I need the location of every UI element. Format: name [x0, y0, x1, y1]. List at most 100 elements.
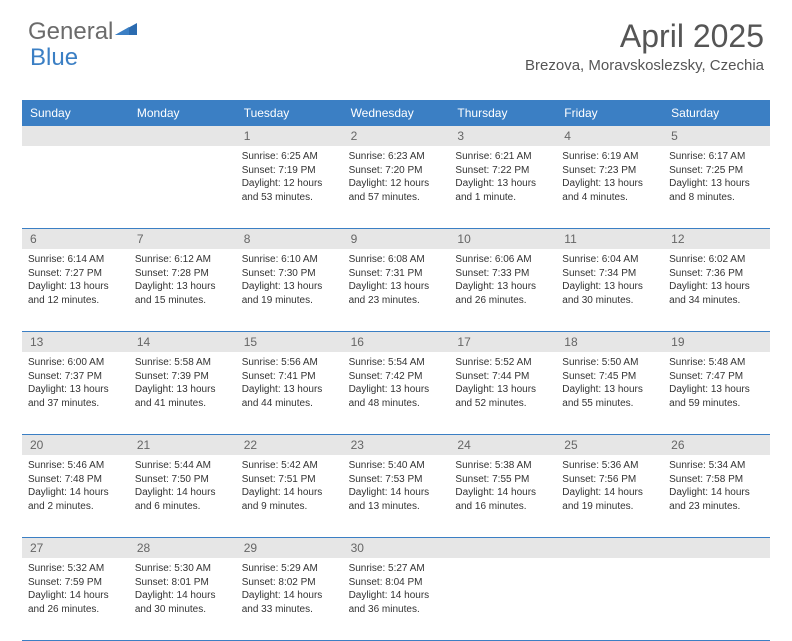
daylight-text: Daylight: 12 hours and 53 minutes. — [242, 177, 337, 204]
title-block: April 2025 Brezova, Moravskoslezsky, Cze… — [525, 18, 764, 74]
day-cell: Sunrise: 6:06 AMSunset: 7:33 PMDaylight:… — [449, 249, 556, 331]
day-number: 29 — [236, 538, 343, 558]
sunset-text: Sunset: 7:59 PM — [28, 576, 123, 590]
daylight-text: Daylight: 14 hours and 23 minutes. — [669, 486, 764, 513]
day-number-row: 13141516171819 — [22, 332, 770, 352]
day-number: 13 — [22, 332, 129, 352]
day-number: 27 — [22, 538, 129, 558]
day-cell: Sunrise: 5:46 AMSunset: 7:48 PMDaylight:… — [22, 455, 129, 537]
day-cell — [22, 146, 129, 228]
sunset-text: Sunset: 7:48 PM — [28, 473, 123, 487]
day-number-row: 27282930 — [22, 538, 770, 558]
sunrise-text: Sunrise: 5:30 AM — [135, 562, 230, 576]
daylight-text: Daylight: 13 hours and 12 minutes. — [28, 280, 123, 307]
logo-text-2: Blue — [30, 44, 78, 72]
week-body: Sunrise: 6:25 AMSunset: 7:19 PMDaylight:… — [22, 146, 770, 228]
day-cell: Sunrise: 5:42 AMSunset: 7:51 PMDaylight:… — [236, 455, 343, 537]
day-number: 30 — [343, 538, 450, 558]
day-cell — [556, 558, 663, 640]
day-cell: Sunrise: 6:25 AMSunset: 7:19 PMDaylight:… — [236, 146, 343, 228]
logo-text-1: General — [28, 18, 113, 46]
day-cell: Sunrise: 6:08 AMSunset: 7:31 PMDaylight:… — [343, 249, 450, 331]
weekday-header: Wednesday — [343, 100, 450, 126]
day-number: 18 — [556, 332, 663, 352]
day-number: 9 — [343, 229, 450, 249]
sunrise-text: Sunrise: 6:21 AM — [455, 150, 550, 164]
sunrise-text: Sunrise: 6:02 AM — [669, 253, 764, 267]
calendar: Sunday Monday Tuesday Wednesday Thursday… — [0, 100, 792, 641]
sunrise-text: Sunrise: 5:42 AM — [242, 459, 337, 473]
day-number: 14 — [129, 332, 236, 352]
weekday-header: Saturday — [663, 100, 770, 126]
daylight-text: Daylight: 13 hours and 26 minutes. — [455, 280, 550, 307]
daylight-text: Daylight: 13 hours and 30 minutes. — [562, 280, 657, 307]
day-cell: Sunrise: 5:54 AMSunset: 7:42 PMDaylight:… — [343, 352, 450, 434]
day-number: 15 — [236, 332, 343, 352]
day-cell: Sunrise: 6:12 AMSunset: 7:28 PMDaylight:… — [129, 249, 236, 331]
sunset-text: Sunset: 7:34 PM — [562, 267, 657, 281]
sunset-text: Sunset: 7:20 PM — [349, 164, 444, 178]
daylight-text: Daylight: 13 hours and 48 minutes. — [349, 383, 444, 410]
sunset-text: Sunset: 7:33 PM — [455, 267, 550, 281]
week-body: Sunrise: 6:14 AMSunset: 7:27 PMDaylight:… — [22, 249, 770, 331]
daylight-text: Daylight: 13 hours and 34 minutes. — [669, 280, 764, 307]
sunset-text: Sunset: 8:01 PM — [135, 576, 230, 590]
daylight-text: Daylight: 12 hours and 57 minutes. — [349, 177, 444, 204]
daylight-text: Daylight: 13 hours and 1 minute. — [455, 177, 550, 204]
day-number — [22, 126, 129, 146]
sunrise-text: Sunrise: 6:08 AM — [349, 253, 444, 267]
day-cell: Sunrise: 5:40 AMSunset: 7:53 PMDaylight:… — [343, 455, 450, 537]
sunrise-text: Sunrise: 5:54 AM — [349, 356, 444, 370]
day-number: 3 — [449, 126, 556, 146]
weeks-container: 12345Sunrise: 6:25 AMSunset: 7:19 PMDayl… — [22, 126, 770, 641]
day-cell — [129, 146, 236, 228]
day-number: 1 — [236, 126, 343, 146]
sunrise-text: Sunrise: 5:52 AM — [455, 356, 550, 370]
sunset-text: Sunset: 7:51 PM — [242, 473, 337, 487]
daylight-text: Daylight: 14 hours and 6 minutes. — [135, 486, 230, 513]
month-title: April 2025 — [525, 18, 764, 55]
day-number: 26 — [663, 435, 770, 455]
sunset-text: Sunset: 7:31 PM — [349, 267, 444, 281]
day-cell: Sunrise: 5:38 AMSunset: 7:55 PMDaylight:… — [449, 455, 556, 537]
sunset-text: Sunset: 7:25 PM — [669, 164, 764, 178]
week-row: 27282930Sunrise: 5:32 AMSunset: 7:59 PMD… — [22, 538, 770, 641]
day-cell: Sunrise: 6:14 AMSunset: 7:27 PMDaylight:… — [22, 249, 129, 331]
sunrise-text: Sunrise: 5:56 AM — [242, 356, 337, 370]
day-number: 5 — [663, 126, 770, 146]
sunrise-text: Sunrise: 6:14 AM — [28, 253, 123, 267]
sunrise-text: Sunrise: 6:10 AM — [242, 253, 337, 267]
day-cell: Sunrise: 5:56 AMSunset: 7:41 PMDaylight:… — [236, 352, 343, 434]
day-number — [129, 126, 236, 146]
logo: General — [28, 18, 137, 46]
sunset-text: Sunset: 8:02 PM — [242, 576, 337, 590]
day-number: 10 — [449, 229, 556, 249]
weekday-header: Sunday — [22, 100, 129, 126]
daylight-text: Daylight: 14 hours and 13 minutes. — [349, 486, 444, 513]
daylight-text: Daylight: 13 hours and 37 minutes. — [28, 383, 123, 410]
sunrise-text: Sunrise: 5:38 AM — [455, 459, 550, 473]
sunrise-text: Sunrise: 6:06 AM — [455, 253, 550, 267]
sunrise-text: Sunrise: 5:46 AM — [28, 459, 123, 473]
sunset-text: Sunset: 7:55 PM — [455, 473, 550, 487]
day-number: 16 — [343, 332, 450, 352]
daylight-text: Daylight: 13 hours and 59 minutes. — [669, 383, 764, 410]
week-body: Sunrise: 6:00 AMSunset: 7:37 PMDaylight:… — [22, 352, 770, 434]
day-cell: Sunrise: 6:17 AMSunset: 7:25 PMDaylight:… — [663, 146, 770, 228]
day-number: 20 — [22, 435, 129, 455]
day-cell: Sunrise: 6:02 AMSunset: 7:36 PMDaylight:… — [663, 249, 770, 331]
daylight-text: Daylight: 14 hours and 9 minutes. — [242, 486, 337, 513]
day-cell: Sunrise: 5:48 AMSunset: 7:47 PMDaylight:… — [663, 352, 770, 434]
weekday-header-row: Sunday Monday Tuesday Wednesday Thursday… — [22, 100, 770, 126]
day-cell: Sunrise: 6:00 AMSunset: 7:37 PMDaylight:… — [22, 352, 129, 434]
day-cell — [663, 558, 770, 640]
daylight-text: Daylight: 13 hours and 4 minutes. — [562, 177, 657, 204]
day-number — [663, 538, 770, 558]
sunrise-text: Sunrise: 6:25 AM — [242, 150, 337, 164]
day-cell — [449, 558, 556, 640]
sunset-text: Sunset: 7:53 PM — [349, 473, 444, 487]
daylight-text: Daylight: 13 hours and 41 minutes. — [135, 383, 230, 410]
sunset-text: Sunset: 7:28 PM — [135, 267, 230, 281]
day-number: 11 — [556, 229, 663, 249]
daylight-text: Daylight: 14 hours and 19 minutes. — [562, 486, 657, 513]
